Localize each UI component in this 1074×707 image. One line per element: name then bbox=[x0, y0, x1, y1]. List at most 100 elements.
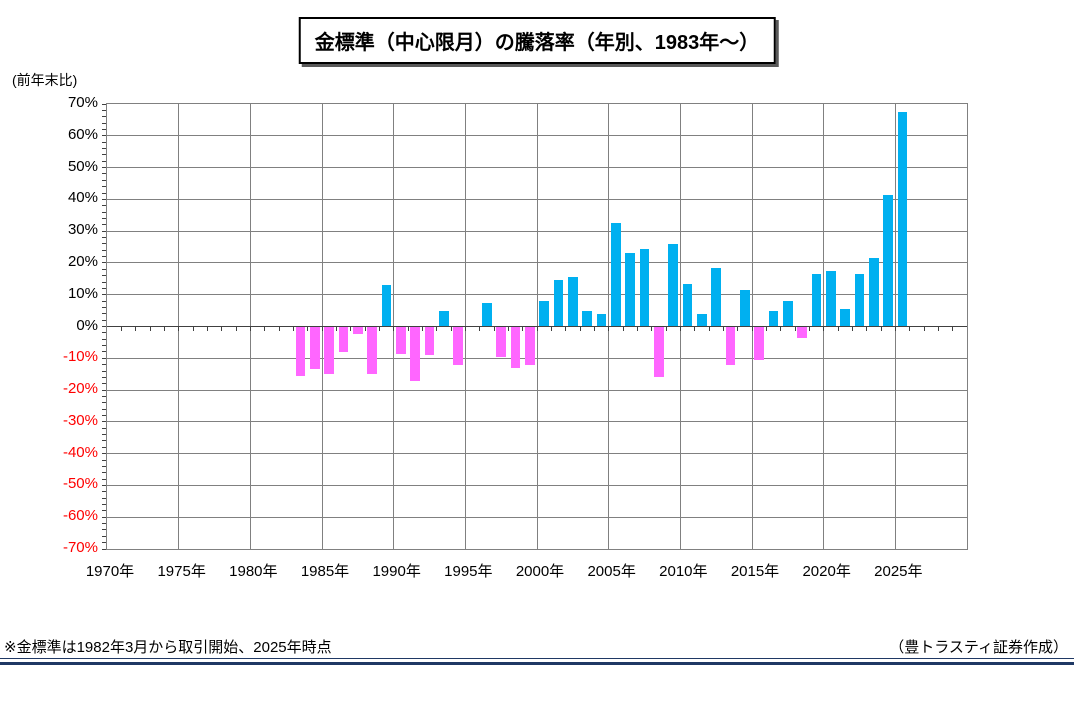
y-minor-tick bbox=[102, 141, 106, 143]
bar-positive bbox=[553, 280, 564, 327]
x-year-tick bbox=[909, 327, 911, 331]
y-minor-tick bbox=[102, 154, 106, 156]
bar-positive bbox=[596, 313, 607, 327]
x-year-tick bbox=[737, 327, 739, 331]
y-minor-tick bbox=[102, 370, 106, 372]
y-minor-tick bbox=[102, 116, 106, 118]
bottom-rule bbox=[0, 658, 1074, 665]
x-year-tick bbox=[851, 327, 853, 331]
credit: （豊トラスティ証券作成） bbox=[889, 639, 1068, 656]
x-year-tick bbox=[579, 327, 581, 331]
y-minor-tick bbox=[102, 148, 106, 149]
y-minor-tick bbox=[102, 548, 106, 550]
x-year-tick bbox=[464, 327, 466, 331]
bar-negative bbox=[525, 326, 535, 365]
x-year-tick bbox=[665, 327, 667, 331]
bar-negative bbox=[410, 326, 420, 381]
x-year-tick bbox=[837, 327, 839, 331]
y-minor-tick bbox=[102, 332, 106, 334]
x-year-tick bbox=[894, 327, 896, 331]
y-minor-tick bbox=[102, 459, 106, 461]
y-minor-tick bbox=[102, 326, 106, 327]
bar-positive bbox=[811, 274, 822, 327]
bar-positive bbox=[639, 248, 650, 327]
y-minor-tick bbox=[102, 440, 106, 442]
bar-negative bbox=[654, 326, 664, 378]
x-tick-label: 1990年 bbox=[372, 563, 421, 580]
y-minor-tick bbox=[102, 224, 106, 226]
y-tick-label: 30% bbox=[67, 221, 98, 239]
bar-positive bbox=[482, 302, 492, 327]
x-year-tick bbox=[694, 327, 696, 331]
bar-positive bbox=[740, 289, 750, 327]
bar-positive bbox=[668, 243, 678, 327]
bar-positive bbox=[883, 194, 893, 327]
y-minor-tick bbox=[102, 446, 106, 448]
bar-positive bbox=[682, 283, 693, 327]
y-minor-tick bbox=[102, 281, 106, 283]
y-minor-tick bbox=[102, 484, 106, 486]
x-year-tick bbox=[149, 327, 151, 331]
y-minor-tick bbox=[102, 434, 106, 436]
y-minor-tick bbox=[102, 135, 106, 137]
y-minor-tick bbox=[102, 465, 106, 467]
x-tick-label: 1985年 bbox=[300, 563, 350, 580]
x-year-tick bbox=[206, 327, 208, 331]
bar-negative bbox=[424, 326, 435, 356]
y-minor-tick bbox=[102, 275, 106, 277]
x-tick-label: 2000年 bbox=[515, 563, 565, 580]
x-year-tick bbox=[593, 327, 595, 331]
x-year-tick bbox=[393, 327, 395, 331]
x-tick-label: 1995年 bbox=[444, 563, 493, 580]
y-tick-label: 0% bbox=[76, 316, 98, 334]
y-minor-tick bbox=[102, 109, 106, 111]
x-year-tick bbox=[780, 327, 782, 331]
y-minor-tick bbox=[102, 510, 106, 512]
bar-negative bbox=[496, 326, 506, 357]
bar-positive bbox=[539, 301, 549, 327]
y-tick-label: -70% bbox=[62, 539, 98, 556]
x-year-tick bbox=[622, 327, 624, 331]
x-year-tick bbox=[450, 327, 452, 331]
y-tick-label: 10% bbox=[67, 284, 98, 302]
y-minor-tick bbox=[102, 211, 106, 213]
y-minor-tick bbox=[102, 128, 106, 130]
x-tick-label: 1975年 bbox=[157, 563, 206, 580]
x-year-tick bbox=[163, 327, 165, 331]
bar-positive bbox=[611, 223, 621, 327]
x-year-tick bbox=[479, 327, 481, 331]
bar-negative bbox=[338, 326, 349, 352]
bar-positive bbox=[568, 277, 578, 327]
y-minor-tick bbox=[102, 217, 106, 219]
y-tick-label: -30% bbox=[62, 411, 98, 429]
y-minor-tick bbox=[102, 542, 106, 544]
bar-positive bbox=[840, 309, 850, 327]
bar-negative bbox=[295, 326, 306, 376]
x-year-tick bbox=[421, 327, 423, 331]
bar-positive bbox=[381, 285, 392, 327]
x-year-tick bbox=[378, 327, 380, 331]
y-minor-tick bbox=[102, 205, 106, 207]
y-minor-tick bbox=[102, 230, 106, 232]
bar-negative bbox=[453, 326, 463, 365]
y-minor-tick bbox=[102, 300, 106, 302]
x-year-tick bbox=[522, 327, 524, 331]
x-year-tick bbox=[264, 327, 266, 331]
bar-positive bbox=[582, 310, 592, 327]
y-minor-tick bbox=[102, 516, 106, 518]
x-year-tick bbox=[952, 327, 954, 331]
bar-negative bbox=[510, 326, 521, 368]
bar-negative bbox=[310, 326, 320, 370]
bar-negative bbox=[324, 326, 334, 375]
y-minor-tick bbox=[102, 415, 106, 416]
x-tick-label: 2020年 bbox=[802, 563, 851, 580]
bar-negative bbox=[396, 326, 406, 354]
y-minor-tick bbox=[102, 497, 106, 499]
x-year-tick bbox=[550, 327, 552, 331]
y-minor-tick bbox=[102, 313, 106, 315]
y-tick-label: 40% bbox=[67, 189, 98, 207]
y-minor-tick bbox=[102, 122, 106, 124]
bar-positive bbox=[826, 270, 836, 327]
y-minor-tick bbox=[102, 529, 106, 531]
